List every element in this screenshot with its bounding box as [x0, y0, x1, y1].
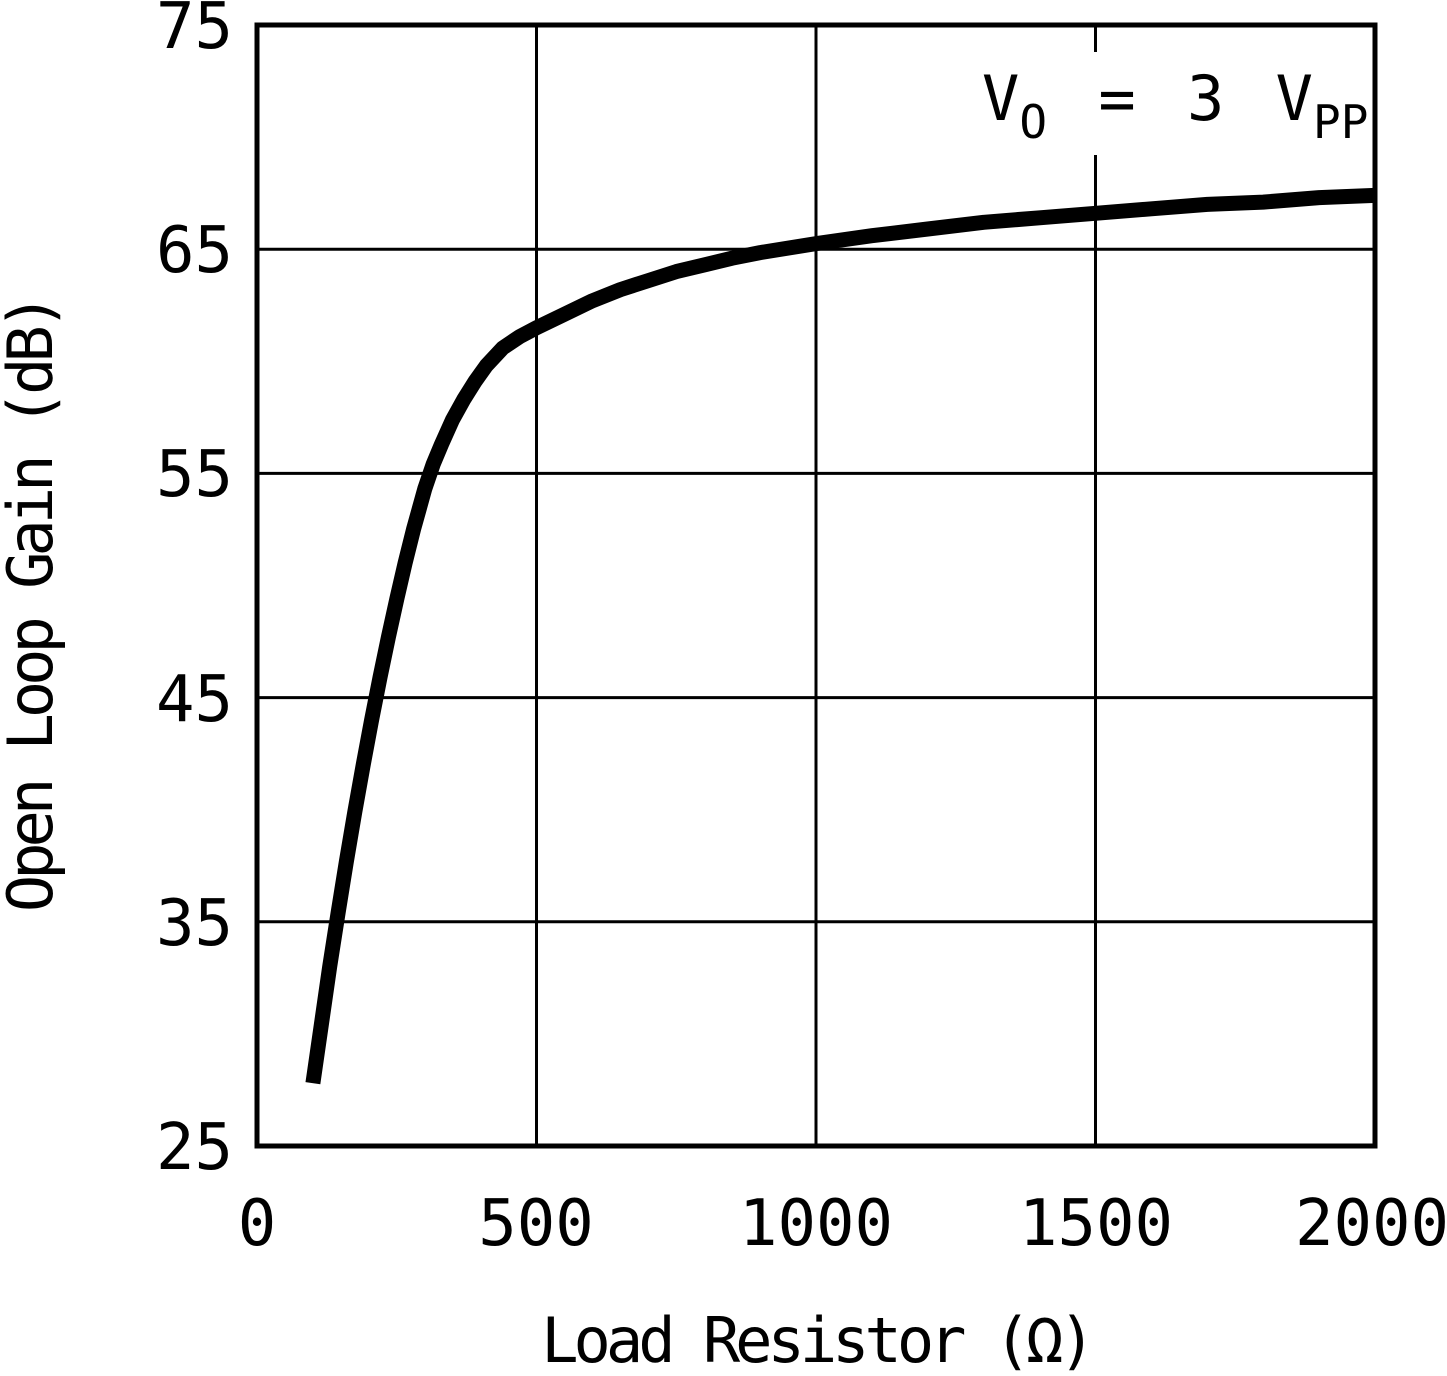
annotation-unit-subscript: PP	[1313, 95, 1368, 149]
vertical-gridlines	[535, 25, 1097, 1146]
x-tick-1000: 1000	[739, 1187, 893, 1261]
y-tick-65: 65	[156, 214, 233, 288]
annotation-value: = 3 V	[1047, 62, 1313, 135]
x-tick-500: 500	[478, 1187, 594, 1261]
y-tick-75: 75	[156, 0, 233, 64]
x-tick-2000: 2000	[1295, 1187, 1447, 1261]
y-tick-35: 35	[156, 887, 233, 961]
plot-frame	[254, 22, 1378, 1149]
y-tick-55: 55	[156, 438, 233, 512]
y-axis-title: Open Loop Gain (dB)	[0, 298, 67, 912]
condition-annotation: VO = 3 VPP	[982, 62, 1368, 149]
x-axis-title: Load Resistor (Ω)	[541, 1304, 1091, 1376]
y-tick-25: 25	[156, 1111, 233, 1185]
y-axis-tick-labels: 25 35 45 55 65 75	[156, 0, 233, 1185]
y-tick-45: 45	[156, 663, 233, 737]
annotation-mask	[952, 52, 1324, 155]
x-tick-1500: 1500	[1019, 1187, 1173, 1261]
x-axis-tick-labels: 0 500 1000 1500 2000	[238, 1187, 1447, 1261]
x-tick-0: 0	[238, 1187, 277, 1261]
gain-curve	[305, 187, 1376, 1085]
annotation-symbol: V	[982, 62, 1019, 135]
annotation-symbol-subscript: O	[1019, 95, 1047, 149]
